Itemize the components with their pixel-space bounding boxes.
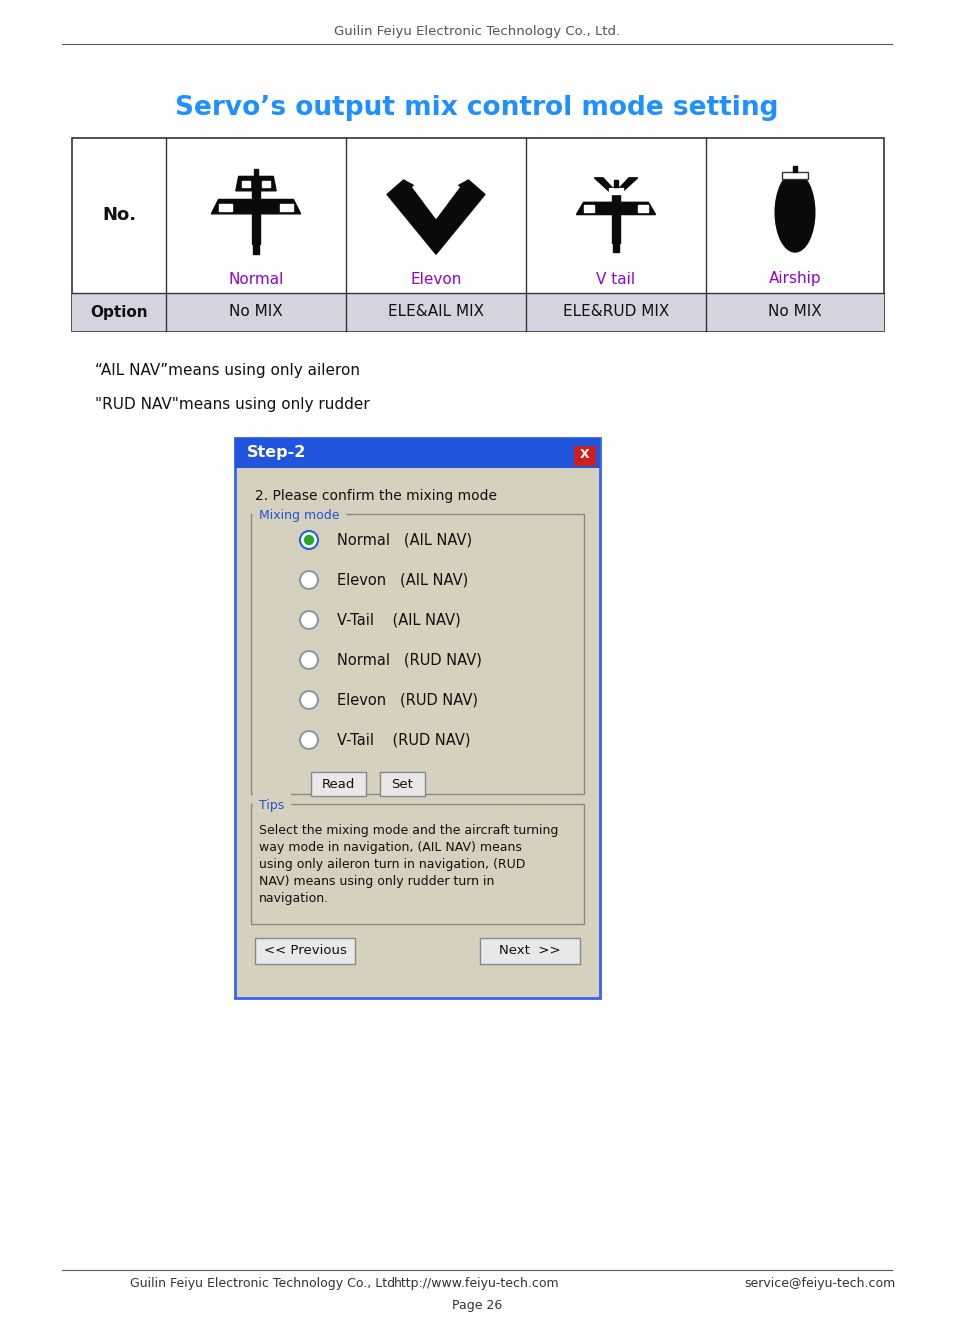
Circle shape — [299, 571, 317, 589]
Bar — [234, 439, 599, 468]
Polygon shape — [212, 199, 300, 214]
Text: “AIL NAV”means using only aileron: “AIL NAV”means using only aileron — [95, 362, 359, 378]
Text: Next  >>: Next >> — [498, 945, 560, 958]
Polygon shape — [576, 202, 655, 214]
Text: Normal: Normal — [228, 272, 283, 287]
Circle shape — [299, 651, 317, 668]
Bar — [608, 188, 622, 194]
Text: http://www.feiyu-tech.com: http://www.feiyu-tech.com — [394, 1277, 559, 1291]
Bar — [611, 188, 619, 243]
Bar — [379, 771, 424, 797]
Bar — [637, 205, 648, 211]
Bar — [218, 203, 232, 211]
Bar — [241, 181, 250, 188]
Text: "RUD NAV"means using only rudder: "RUD NAV"means using only rudder — [95, 398, 370, 412]
Circle shape — [299, 531, 317, 550]
Bar — [71, 293, 883, 332]
Circle shape — [299, 691, 317, 709]
Text: Select the mixing mode and the aircraft turning
way mode in navigation, (AIL NAV: Select the mixing mode and the aircraft … — [258, 824, 558, 905]
Ellipse shape — [775, 173, 814, 252]
Bar — [781, 172, 807, 180]
Bar — [251, 514, 583, 794]
Text: Airship: Airship — [768, 272, 821, 287]
Text: Option: Option — [91, 305, 148, 320]
Text: Page 26: Page 26 — [452, 1299, 501, 1312]
Text: << Previous: << Previous — [263, 945, 346, 958]
Text: ELE&RUD MIX: ELE&RUD MIX — [562, 305, 668, 320]
Text: Elevon   (RUD NAV): Elevon (RUD NAV) — [336, 692, 477, 708]
Text: Tips: Tips — [258, 798, 284, 811]
Bar — [583, 205, 594, 211]
Bar — [71, 137, 883, 332]
Bar — [253, 244, 258, 254]
Text: No MIX: No MIX — [767, 305, 821, 320]
Polygon shape — [594, 178, 613, 194]
Text: Set: Set — [391, 778, 413, 790]
Text: V tail: V tail — [596, 272, 635, 287]
Text: Normal   (RUD NAV): Normal (RUD NAV) — [336, 653, 481, 667]
Bar — [251, 804, 583, 923]
Polygon shape — [235, 177, 275, 190]
Text: No MIX: No MIX — [229, 305, 283, 320]
Text: Guilin Feiyu Electronic Technology Co., Ltd: Guilin Feiyu Electronic Technology Co., … — [130, 1277, 395, 1291]
Text: service@feiyu-tech.com: service@feiyu-tech.com — [743, 1277, 895, 1291]
Text: X: X — [579, 448, 589, 461]
Text: No.: No. — [102, 206, 136, 225]
Bar — [311, 771, 366, 797]
Text: Normal   (AIL NAV): Normal (AIL NAV) — [336, 532, 472, 547]
Bar — [613, 180, 618, 188]
Bar — [792, 166, 797, 172]
Polygon shape — [413, 180, 458, 218]
Text: Elevon   (AIL NAV): Elevon (AIL NAV) — [336, 572, 468, 588]
Text: Read: Read — [321, 778, 355, 790]
Bar — [479, 938, 579, 964]
Bar — [280, 203, 294, 211]
Text: Step-2: Step-2 — [247, 445, 306, 461]
Text: 2. Please confirm the mixing mode: 2. Please confirm the mixing mode — [254, 489, 497, 503]
Bar — [613, 243, 618, 252]
Circle shape — [299, 612, 317, 629]
Circle shape — [299, 731, 317, 749]
Bar — [252, 180, 260, 244]
Circle shape — [304, 535, 314, 544]
Text: V-Tail    (RUD NAV): V-Tail (RUD NAV) — [336, 733, 470, 748]
Bar — [234, 439, 599, 997]
Text: V-Tail    (AIL NAV): V-Tail (AIL NAV) — [336, 613, 460, 627]
Text: Guilin Feiyu Electronic Technology Co., Ltd.: Guilin Feiyu Electronic Technology Co., … — [334, 25, 619, 38]
Polygon shape — [618, 178, 637, 194]
Text: Elevon: Elevon — [410, 272, 461, 287]
Text: Mixing mode: Mixing mode — [258, 509, 339, 522]
Text: ELE&AIL MIX: ELE&AIL MIX — [388, 305, 483, 320]
Bar — [253, 169, 258, 177]
Bar — [254, 938, 355, 964]
Text: Servo’s output mix control mode setting: Servo’s output mix control mode setting — [175, 95, 778, 122]
Polygon shape — [387, 180, 484, 254]
Bar — [574, 446, 596, 466]
Bar — [261, 181, 270, 188]
